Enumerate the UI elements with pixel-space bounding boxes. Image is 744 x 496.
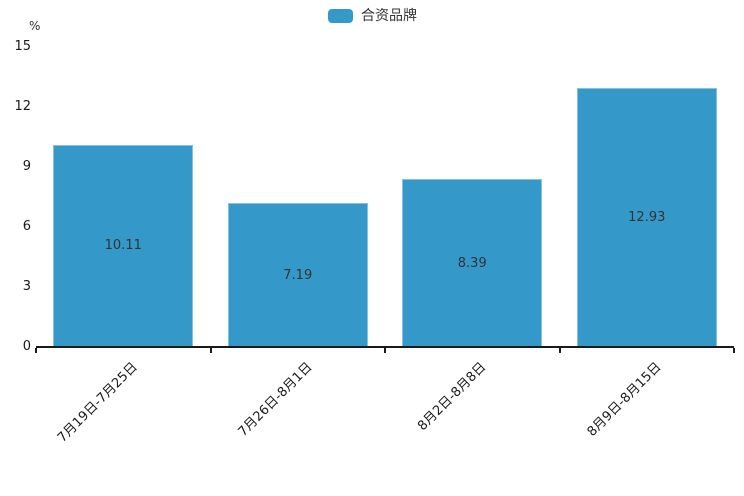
y-axis-tick-label: 15 bbox=[14, 39, 31, 54]
y-axis-tick-label: 9 bbox=[22, 159, 31, 174]
x-axis-tick-label: 7月26日-8月1日 bbox=[235, 359, 316, 440]
x-axis-tick bbox=[35, 348, 37, 353]
bar[interactable]: 10.11 bbox=[53, 144, 194, 347]
x-axis-tick-label: 8月9日-8月15日 bbox=[584, 359, 665, 440]
legend-swatch-icon bbox=[328, 9, 353, 23]
x-axis-tick-label: 8月2日-8月8日 bbox=[415, 359, 490, 434]
bar-value-label: 12.93 bbox=[628, 210, 666, 226]
y-axis-tick-label: 6 bbox=[22, 219, 31, 234]
x-axis-tick bbox=[209, 348, 212, 353]
bar-value-label: 10.11 bbox=[104, 238, 142, 254]
x-axis-tick bbox=[558, 348, 561, 353]
bar-value-label: 8.39 bbox=[457, 255, 487, 271]
legend-label: 合资品牌 bbox=[361, 8, 417, 24]
legend[interactable]: 合资品牌 bbox=[328, 8, 417, 24]
x-axis-tick bbox=[733, 348, 735, 353]
x-axis-line bbox=[36, 346, 734, 348]
y-axis-unit-label: % bbox=[29, 19, 41, 33]
y-axis-tick-label: 3 bbox=[22, 279, 31, 294]
y-axis-tick-label: 12 bbox=[14, 99, 31, 114]
bar[interactable]: 7.19 bbox=[227, 203, 368, 347]
bar-value-label: 7.19 bbox=[283, 267, 313, 283]
y-axis-tick-label: 0 bbox=[22, 339, 31, 354]
x-axis-tick bbox=[384, 348, 386, 353]
x-axis-tick-label: 7月19日-7月25日 bbox=[54, 359, 141, 446]
bar[interactable]: 8.39 bbox=[402, 179, 543, 347]
bar[interactable]: 12.93 bbox=[576, 88, 717, 347]
